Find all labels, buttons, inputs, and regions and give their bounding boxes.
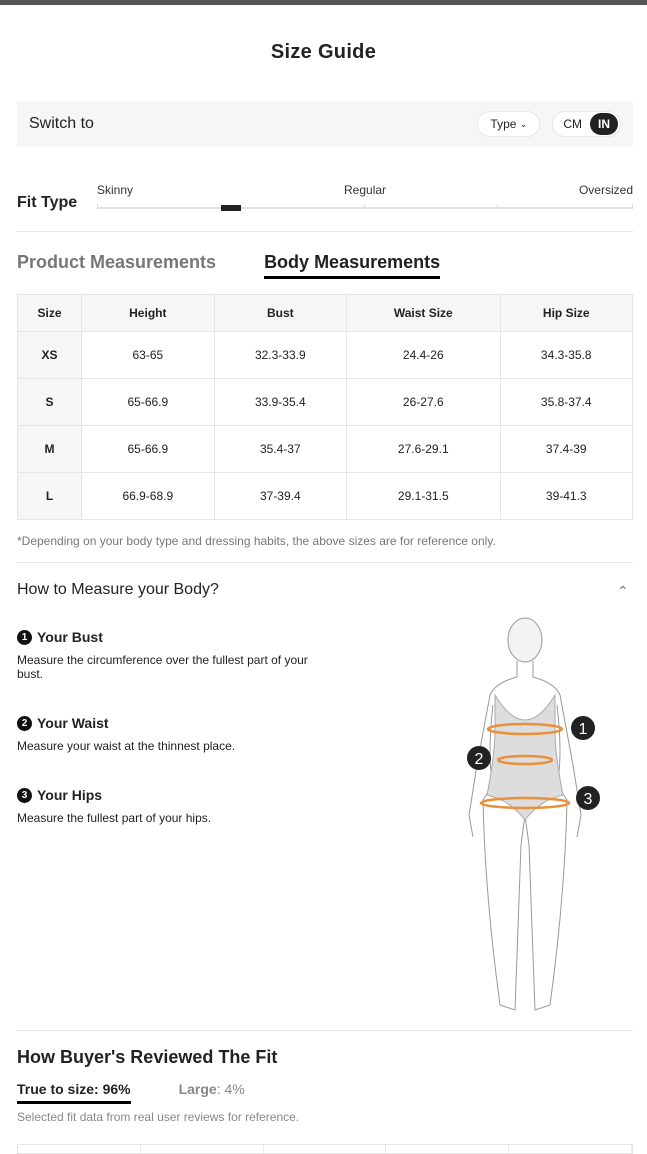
step-number: 2 xyxy=(17,715,32,731)
type-label: Type xyxy=(490,117,517,131)
size-cell: L xyxy=(16,472,83,520)
step-bust: 1 Your Bust Measure the circumference over… xyxy=(17,629,317,681)
divider xyxy=(17,231,633,232)
measurement-cell: 65-66.9 xyxy=(81,378,215,426)
measurement-cell: 65-66.9 xyxy=(81,425,215,473)
column-header: Bust xyxy=(213,294,348,332)
tab-large[interactable]: Large: 4% xyxy=(179,1081,245,1104)
review-note: Selected fit data from real user reviews… xyxy=(17,1110,300,1124)
measurement-cell: 37-39.4 xyxy=(213,472,348,520)
switch-label: Switch to xyxy=(29,115,94,132)
top-bar xyxy=(0,0,647,5)
review-title: How Buyer's Reviewed The Fit xyxy=(17,1047,278,1067)
large-label: Large xyxy=(178,1081,217,1097)
step-title: Your Hips xyxy=(37,787,103,803)
step-title: Your Bust xyxy=(37,629,103,645)
review-tabs: True to size: 96% Large: 4% xyxy=(17,1081,245,1104)
body-figure-illustration: 1 2 3 xyxy=(467,617,600,1011)
step-text: Measure the circumference over the fulle… xyxy=(17,653,308,681)
svg-text:2: 2 xyxy=(475,751,484,768)
column-header: Hip Size xyxy=(499,294,633,332)
measurement-cell: 33.9-35.4 xyxy=(213,378,348,426)
measurement-cell: 66.9-68.9 xyxy=(81,472,215,520)
unit-in[interactable]: IN xyxy=(590,113,618,135)
size-cell: M xyxy=(16,425,83,473)
measurement-cell: 32.3-33.9 xyxy=(213,331,348,379)
svg-text:1: 1 xyxy=(579,721,588,738)
fit-type-label: Fit Type xyxy=(17,194,78,211)
fit-skinny: Skinny xyxy=(97,183,134,197)
column-header: Height xyxy=(81,294,215,332)
table-row: XS 63-65 32.3-33.9 24.4-26 34.3-35.8 xyxy=(16,331,633,379)
large-value: : 4% xyxy=(216,1081,245,1097)
page-title: Size Guide xyxy=(270,41,377,63)
tab-true-to-size[interactable]: True to size: 96% xyxy=(17,1081,131,1104)
measurement-cell: 35.8-37.4 xyxy=(499,378,633,426)
tab-product-measurements[interactable]: Product Measurements xyxy=(17,252,217,272)
size-table: Size Height Bust Waist Size Hip Size XS 63-65… xyxy=(16,294,633,520)
switch-bar: Switch to Type ⌄ CM IN xyxy=(17,101,633,147)
column-header: Waist Size xyxy=(346,294,501,332)
unit-toggle[interactable]: CM IN xyxy=(552,111,621,137)
step-title: Your Waist xyxy=(37,715,109,731)
review-table xyxy=(17,1144,633,1154)
how-to-measure-title[interactable]: How to Measure your Body? xyxy=(17,581,219,598)
divider xyxy=(17,562,633,563)
step-text: Measure the fullest part of your hips. xyxy=(17,811,212,825)
fit-regular: Regular xyxy=(344,183,387,197)
divider xyxy=(17,1030,633,1031)
table-row: S 65-66.9 33.9-35.4 26-27.6 35.8-37.4 xyxy=(16,378,633,426)
measurement-cell: 37.4-39 xyxy=(499,425,633,473)
type-dropdown[interactable]: Type ⌄ xyxy=(477,111,541,137)
measurement-cell: 24.4-26 xyxy=(346,331,501,379)
chevron-down-icon: ⌄ xyxy=(519,118,528,129)
fit-type: Fit Type Skinny Regular Oversized xyxy=(17,180,633,216)
reference-note: *Depending on your body type and dressin… xyxy=(17,534,496,548)
fit-track xyxy=(97,204,633,211)
step-number: 3 xyxy=(17,787,32,803)
chevron-up-icon[interactable]: ⌃ xyxy=(617,583,629,599)
step-hips: 3 Your Hips Measure the fullest part of yo… xyxy=(17,787,317,825)
measurement-cell: 35.4-37 xyxy=(213,425,348,473)
svg-text:3: 3 xyxy=(584,791,593,808)
table-row: M 65-66.9 35.4-37 27.6-29.1 37.4-39 xyxy=(16,425,633,473)
measurement-cell: 27.6-29.1 xyxy=(346,425,501,473)
measurement-cell: 29.1-31.5 xyxy=(346,472,501,520)
measure-markers: 1 2 3 xyxy=(467,716,600,810)
measurement-tabs: Product Measurements Body Measurements xyxy=(17,252,441,279)
fit-oversized: Oversized xyxy=(578,183,633,197)
measurement-cell: 39-41.3 xyxy=(499,472,633,520)
measurement-cell: 34.3-35.8 xyxy=(499,331,633,379)
step-waist: 2 Your Waist Measure your waist at the thi… xyxy=(17,715,317,753)
column-header: Size xyxy=(16,294,83,332)
table-row: L 66.9-68.9 37-39.4 29.1-31.5 39-41.3 xyxy=(16,472,633,520)
unit-cm[interactable]: CM xyxy=(563,117,582,131)
step-text: Measure your waist at the thinnest place… xyxy=(17,739,236,753)
step-number: 1 xyxy=(17,629,32,645)
measurement-cell: 26-27.6 xyxy=(346,378,501,426)
fit-indicator xyxy=(220,205,241,211)
size-cell: S xyxy=(16,378,83,426)
size-cell: XS xyxy=(16,331,83,379)
tab-body-measurements[interactable]: Body Measurements xyxy=(264,252,441,279)
measurement-cell: 63-65 xyxy=(81,331,215,379)
